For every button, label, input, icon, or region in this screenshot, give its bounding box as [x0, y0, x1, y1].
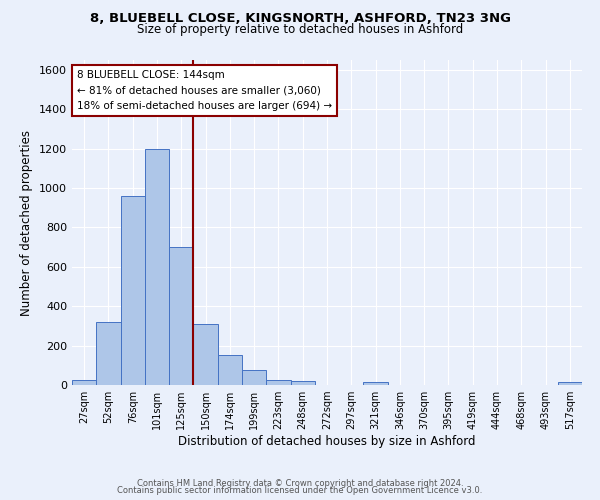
Text: 8 BLUEBELL CLOSE: 144sqm
← 81% of detached houses are smaller (3,060)
18% of sem: 8 BLUEBELL CLOSE: 144sqm ← 81% of detach…	[77, 70, 332, 111]
Bar	[72, 380, 96, 385]
Text: 8, BLUEBELL CLOSE, KINGSNORTH, ASHFORD, TN23 3NG: 8, BLUEBELL CLOSE, KINGSNORTH, ASHFORD, …	[89, 12, 511, 26]
Bar	[121, 196, 145, 385]
Bar	[266, 380, 290, 385]
Bar	[290, 381, 315, 385]
Bar	[193, 324, 218, 385]
Y-axis label: Number of detached properties: Number of detached properties	[20, 130, 34, 316]
Bar	[169, 247, 193, 385]
Bar	[96, 322, 121, 385]
X-axis label: Distribution of detached houses by size in Ashford: Distribution of detached houses by size …	[178, 435, 476, 448]
Text: Contains HM Land Registry data © Crown copyright and database right 2024.: Contains HM Land Registry data © Crown c…	[137, 478, 463, 488]
Bar	[242, 370, 266, 385]
Bar	[145, 148, 169, 385]
Text: Size of property relative to detached houses in Ashford: Size of property relative to detached ho…	[137, 22, 463, 36]
Text: Contains public sector information licensed under the Open Government Licence v3: Contains public sector information licen…	[118, 486, 482, 495]
Bar	[218, 356, 242, 385]
Bar	[558, 382, 582, 385]
Bar	[364, 382, 388, 385]
